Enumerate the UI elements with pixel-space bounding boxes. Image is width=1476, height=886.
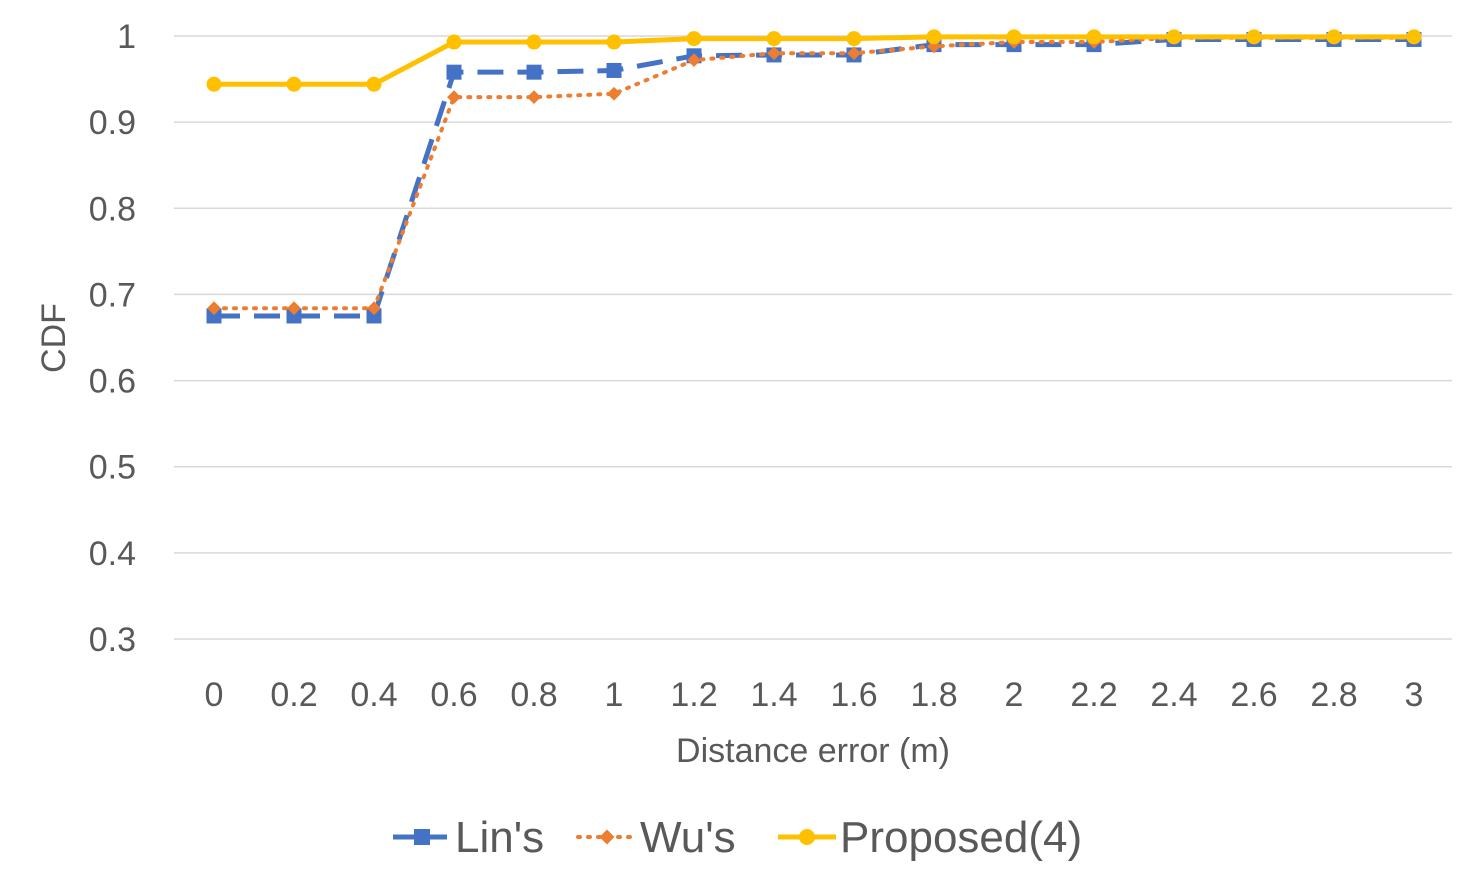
data-point <box>607 86 621 101</box>
x-tick-label: 0.8 <box>510 676 557 714</box>
data-point <box>526 34 542 50</box>
data-point <box>287 301 301 316</box>
data-point <box>1326 29 1342 45</box>
x-tick-label: 2.6 <box>1230 676 1277 714</box>
y-tick-label: 0.9 <box>89 104 136 142</box>
y-tick-label: 0.4 <box>89 535 136 573</box>
y-tick-label: 0.3 <box>89 621 136 659</box>
y-tick-label: 0.6 <box>89 363 136 401</box>
data-point <box>286 76 302 92</box>
data-point <box>446 34 462 50</box>
legend-marker-swatch <box>414 829 430 845</box>
data-point <box>1086 29 1102 45</box>
x-tick-label: 2.4 <box>1150 676 1197 714</box>
data-point <box>526 64 542 80</box>
data-point <box>1406 29 1422 45</box>
y-axis-title: CDF <box>35 303 73 373</box>
x-tick-label: 0.6 <box>430 676 477 714</box>
data-point <box>686 31 702 47</box>
legend-label: Lin's <box>455 813 544 862</box>
x-tick-label: 2 <box>1005 676 1024 714</box>
x-axis-title: Distance error (m) <box>676 732 950 770</box>
data-point <box>687 53 701 68</box>
x-tick-label: 1 <box>605 676 624 714</box>
x-tick-label: 0.2 <box>270 676 317 714</box>
data-point <box>366 308 382 324</box>
data-point <box>206 76 222 92</box>
legend-item: Lin's <box>393 813 544 862</box>
data-point <box>606 34 622 50</box>
data-point <box>286 308 302 324</box>
data-point <box>527 90 541 105</box>
series-lines <box>206 29 1422 324</box>
y-tick-label: 0.8 <box>89 190 136 228</box>
y-tick-label: 0.7 <box>89 276 136 314</box>
series-3 <box>206 29 1422 92</box>
series-line <box>214 34 1414 87</box>
legend-label: Wu's <box>640 813 736 862</box>
data-point <box>847 46 861 61</box>
x-tick-label: 1.4 <box>750 676 797 714</box>
data-point <box>1246 29 1262 45</box>
x-tick-label: 0 <box>205 676 224 714</box>
data-point <box>767 46 781 61</box>
data-point <box>447 90 461 105</box>
x-tick-label: 1.2 <box>670 676 717 714</box>
x-tick-label: 2.2 <box>1070 676 1117 714</box>
x-tick-label: 3 <box>1405 676 1424 714</box>
legend-item: Wu's <box>576 813 736 862</box>
data-point <box>206 308 222 324</box>
x-axis-tick-labels: 0 0.2 0.4 0.6 0.8 1 1.2 1.4 1.6 1.8 2 2.2 2.4 2.6 2.8 3 <box>205 676 1424 714</box>
data-point <box>207 301 221 316</box>
data-point <box>1006 29 1022 45</box>
x-tick-label: 1.8 <box>910 676 957 714</box>
x-tick-label: 0.4 <box>350 676 397 714</box>
series-line <box>214 36 1414 319</box>
data-point <box>366 76 382 92</box>
data-point <box>766 31 782 47</box>
legend: Lin's Wu's Proposed(4) <box>393 813 1082 862</box>
data-point <box>367 301 381 316</box>
legend-item: Proposed(4) <box>778 813 1082 862</box>
data-point <box>926 29 942 45</box>
y-tick-label: 1 <box>117 18 136 56</box>
x-tick-label: 2.8 <box>1310 676 1357 714</box>
legend-marker-swatch <box>799 829 815 845</box>
data-point <box>606 62 622 78</box>
y-axis-tick-labels: 0.3 0.4 0.5 0.6 0.7 0.8 0.9 1 <box>89 18 136 659</box>
gridlines <box>174 35 1452 640</box>
data-point <box>446 64 462 80</box>
data-point <box>1166 29 1182 45</box>
y-tick-label: 0.5 <box>89 449 136 487</box>
data-point <box>846 31 862 47</box>
legend-label: Proposed(4) <box>840 813 1082 862</box>
series-line <box>212 35 1416 311</box>
x-tick-label: 1.6 <box>830 676 877 714</box>
legend-marker-swatch <box>599 829 615 845</box>
